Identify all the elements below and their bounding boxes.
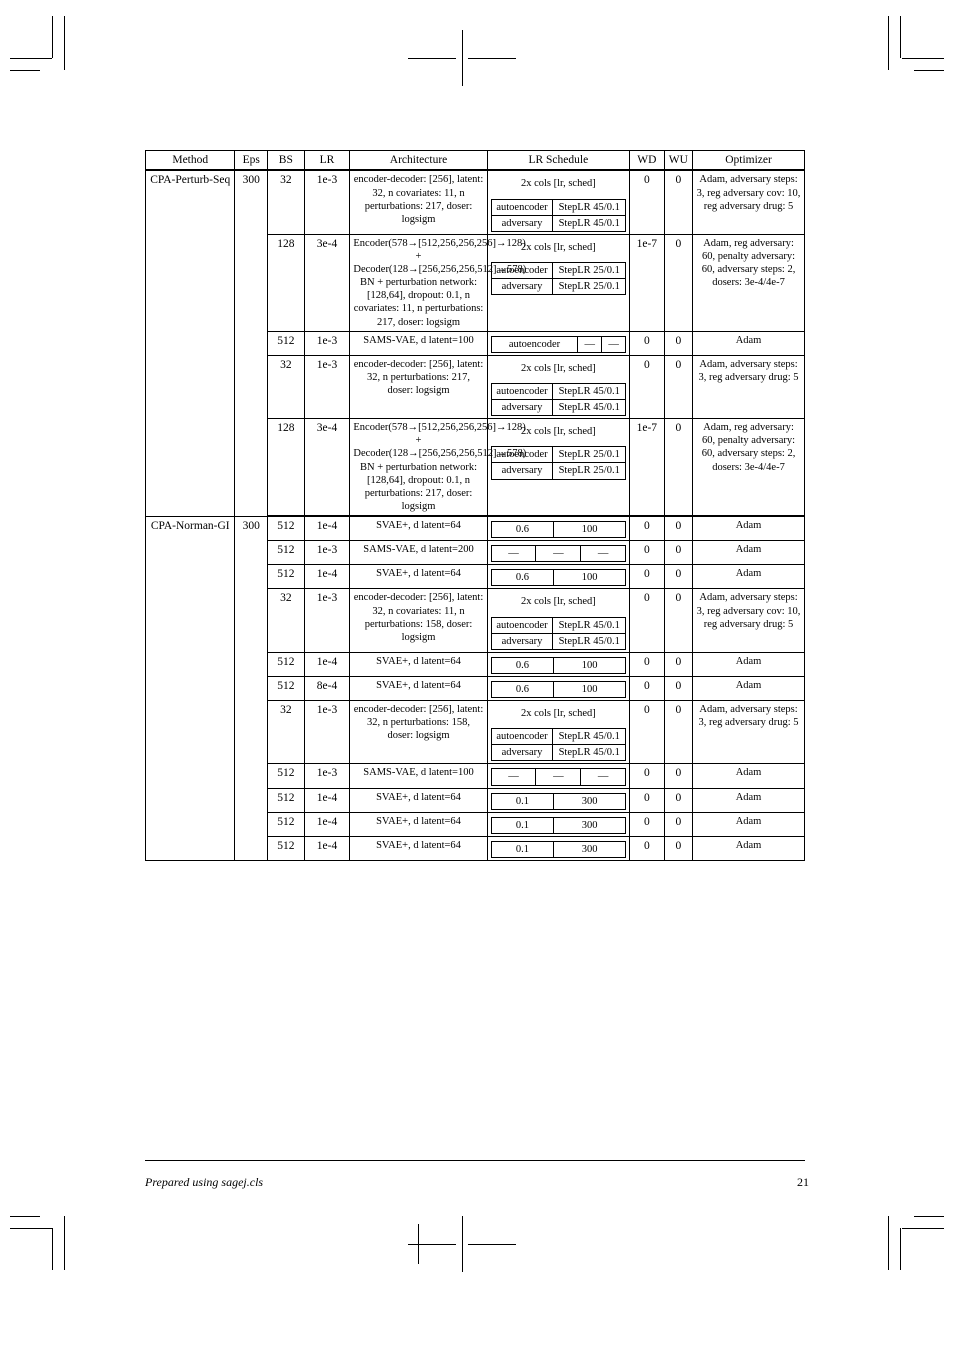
hyperparameter-table: Method Eps BS LR Architecture LR Schedul… [145,150,805,861]
table-row: CPA-Norman-GI 300 512 1e-4 SVAE+, d late… [146,516,805,541]
col-opt: Optimizer [693,151,805,171]
wu-cell: 0 [664,170,692,234]
col-bs: BS [268,151,305,171]
wd-cell: 0 [630,170,665,234]
opt-cell: Adam, adversary steps: 3, reg adversary … [693,170,805,234]
sched-pretext: 2x cols [lr, sched] [491,173,626,196]
col-wd: WD [630,151,665,171]
method-cell: CPA-Perturb-Seq [146,170,235,516]
method-cell: CPA-Norman-GI [146,516,235,860]
page-number: 21 [797,1175,809,1190]
col-wu: WU [664,151,692,171]
col-eps: Eps [235,151,268,171]
col-lr: LR [304,151,350,171]
col-arch: Architecture [350,151,487,171]
footer-line: Prepared using sagej.cls [145,1175,263,1189]
lr-cell: 1e-3 [304,170,350,234]
col-sched: LR Schedule [487,151,629,171]
sched-cell: 2x cols [lr, sched] autoencoderStepLR 45… [487,170,629,234]
eps-cell: 300 [235,170,268,516]
bs-cell: 32 [268,170,305,234]
footer-rule [145,1160,805,1161]
col-method: Method [146,151,235,171]
sched-inner-table: autoencoderStepLR 45/0.1 adversaryStepLR… [491,199,626,232]
table-header-row: Method Eps BS LR Architecture LR Schedul… [146,151,805,171]
table-row: CPA-Perturb-Seq 300 32 1e-3 encoder-deco… [146,170,805,234]
eps-cell: 300 [235,516,268,860]
page-body: Method Eps BS LR Architecture LR Schedul… [145,150,805,861]
arch-cell: encoder-decoder: [256], latent: 32, n co… [350,170,487,234]
footer-text: Prepared using sagej.cls [145,1175,805,1190]
